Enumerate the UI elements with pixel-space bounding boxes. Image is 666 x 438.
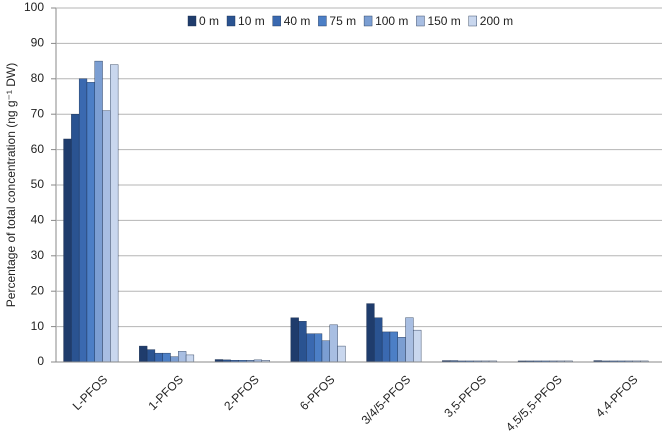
y-tick-label: 10 — [31, 319, 45, 333]
x-tick-label: 4,4-PFOS — [593, 372, 641, 420]
y-tick-label: 30 — [31, 248, 45, 262]
bar — [306, 333, 315, 363]
bar — [413, 329, 422, 363]
y-tick-label: 90 — [31, 36, 45, 50]
y-tick-label: 70 — [31, 106, 45, 120]
bar — [337, 345, 346, 363]
y-axis-label: Percentage of total concentration (ng g⁻… — [4, 63, 18, 307]
y-tick-label: 20 — [31, 283, 45, 297]
bar — [185, 354, 195, 363]
y-tick-label: 50 — [31, 177, 45, 191]
x-tick-label: 3,5-PFOS — [441, 372, 489, 420]
y-tick-label: 80 — [31, 71, 45, 85]
bar — [63, 138, 72, 363]
legend-swatch — [226, 15, 236, 27]
legend-label: 40 m — [284, 14, 311, 28]
legend-label: 100 m — [375, 14, 408, 28]
x-tick-label: 4,5/5,5-PFOS — [503, 372, 565, 434]
legend-swatch — [416, 15, 425, 27]
bar — [94, 60, 103, 363]
bar — [290, 317, 299, 363]
bar — [139, 345, 148, 363]
x-tick-label: 2-PFOS — [221, 372, 262, 413]
bar — [366, 303, 375, 363]
bar — [321, 340, 330, 363]
bar — [86, 82, 95, 363]
bar — [298, 321, 307, 363]
y-tick-label: 0 — [37, 354, 44, 368]
legend-label: 200 m — [480, 14, 513, 28]
legend-swatch — [468, 15, 477, 27]
bar — [102, 110, 111, 363]
x-tick-label: 3/4/5-PFOS — [359, 372, 414, 427]
y-tick-label: 100 — [24, 0, 44, 14]
x-tick-label: L-PFOS — [70, 372, 111, 413]
bar — [405, 317, 414, 363]
legend-swatch — [318, 15, 327, 27]
bar — [374, 317, 383, 363]
legend-label: 0 m — [199, 14, 219, 28]
legend-swatch — [187, 15, 197, 27]
x-tick-label: 6-PFOS — [297, 372, 338, 413]
legend-swatch — [363, 15, 373, 27]
bar — [313, 333, 323, 363]
bar — [389, 331, 398, 363]
bar — [146, 349, 156, 363]
bar — [381, 331, 391, 363]
x-tick-label: 1-PFOS — [145, 372, 186, 413]
bar — [154, 352, 163, 363]
bar — [162, 352, 171, 363]
bar — [71, 113, 80, 363]
bar — [78, 78, 88, 363]
bar — [110, 64, 119, 363]
legend-label: 10 m — [238, 14, 265, 28]
bar — [178, 351, 187, 363]
legend-label: 75 m — [329, 14, 356, 28]
bar — [170, 356, 179, 363]
bar — [397, 337, 406, 363]
y-tick-label: 40 — [31, 213, 45, 227]
y-tick-label: 60 — [31, 142, 45, 156]
legend-label: 150 m — [427, 14, 460, 28]
legend-swatch — [272, 15, 281, 27]
bar — [329, 324, 338, 363]
